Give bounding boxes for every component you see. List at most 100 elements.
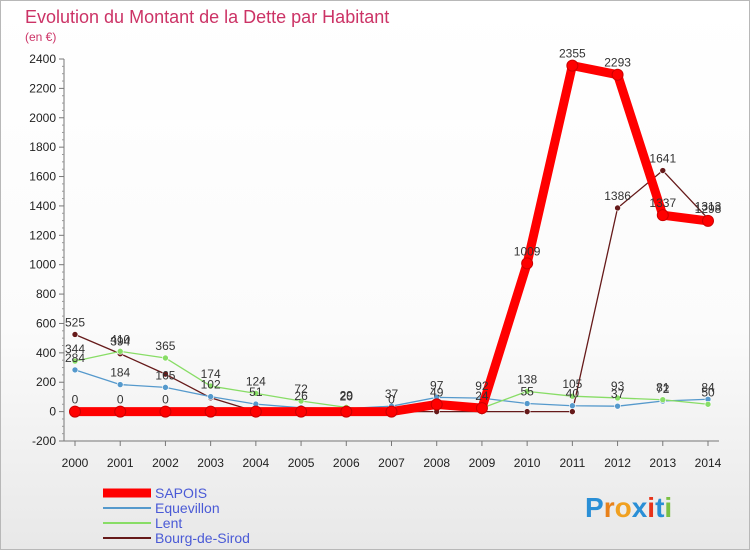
data-point: [162, 370, 169, 378]
data-point: [614, 402, 621, 410]
y-tick-label: 1600: [29, 170, 56, 184]
x-tick-label: 2001: [107, 456, 134, 470]
data-label: 40: [566, 387, 580, 401]
y-tick-label: 1800: [29, 140, 56, 154]
logo-letter: r: [604, 492, 615, 523]
data-point: [295, 405, 308, 418]
x-tick-label: 2002: [152, 456, 179, 470]
data-label: 37: [385, 387, 399, 401]
x-tick-label: 2008: [423, 456, 450, 470]
data-point: [252, 390, 260, 397]
logo-letter: P: [585, 492, 604, 523]
data-point: [475, 402, 488, 415]
data-point: [659, 167, 667, 174]
x-tick-label: 2003: [197, 456, 224, 470]
data-point: [659, 396, 667, 404]
data-label: 174: [201, 367, 221, 381]
series-line-sapois: [70, 61, 713, 417]
x-tick-label: 2006: [333, 456, 360, 470]
y-tick-label: 2400: [29, 52, 56, 66]
data-label: 51: [249, 385, 263, 399]
data-label: 2355: [559, 47, 586, 61]
data-point: [523, 400, 531, 407]
proxiti-logo: Proxiti: [585, 492, 672, 523]
data-label: 26: [294, 389, 308, 403]
data-point: [162, 384, 169, 391]
logo-letter: i: [664, 492, 672, 523]
y-tick-label: 2000: [29, 111, 56, 125]
data-label: 50: [701, 385, 715, 399]
data-label: 105: [562, 377, 582, 391]
data-point: [611, 68, 624, 81]
logo-letter: x: [632, 492, 648, 523]
data-point: [430, 398, 443, 411]
data-point: [69, 405, 81, 418]
data-point: [656, 209, 669, 222]
data-label: 1641: [649, 152, 676, 166]
data-point: [340, 405, 353, 418]
logo-letter: o: [615, 492, 632, 523]
data-label: 165: [155, 368, 175, 382]
data-point: [523, 388, 531, 395]
series-lines: [69, 59, 714, 418]
data-point: [71, 357, 79, 365]
x-tick-label: 2010: [514, 456, 541, 470]
y-tick-label: 0: [49, 405, 56, 419]
data-label: 49: [430, 385, 444, 399]
legend-label: Lent: [155, 515, 182, 531]
legend-label: Bourg-de-Sirod: [155, 530, 250, 546]
chart-subtitle: (en €): [25, 30, 56, 44]
data-point: [614, 204, 621, 212]
data-label: 184: [110, 366, 130, 380]
data-label: 124: [246, 374, 266, 388]
data-label: 0: [117, 393, 124, 407]
data-label: 20: [340, 390, 354, 404]
y-tick-label: 600: [36, 316, 56, 330]
data-labels: 0 0 0 1009 2355 2293 1337 1298 284 184 165 102 51 26 2…: [65, 47, 722, 407]
chart-title: Evolution du Montant de la Dette par Hab…: [25, 7, 389, 27]
data-label: 0: [162, 393, 169, 407]
logo-letter: i: [647, 492, 655, 523]
data-point: [204, 405, 217, 418]
data-label: 394: [110, 335, 130, 349]
data-label: 29: [340, 388, 354, 402]
x-tick-label: 2011: [559, 456, 585, 470]
data-label: 1337: [649, 196, 676, 210]
x-tick-label: 2013: [649, 456, 676, 470]
data-point: [566, 59, 579, 72]
data-label: 1313: [695, 200, 722, 214]
data-label: 344: [65, 342, 85, 356]
data-point: [71, 366, 79, 374]
legend-label: SAPOIS: [155, 485, 207, 501]
x-tick-label: 2009: [469, 456, 496, 470]
data-point: [704, 400, 712, 408]
data-point: [207, 382, 214, 390]
data-point: [523, 408, 531, 415]
data-point: [569, 392, 576, 400]
x-tick-label: 2012: [604, 456, 631, 470]
data-label: 365: [155, 339, 175, 353]
data-point: [159, 405, 172, 418]
data-label: 138: [517, 372, 537, 386]
data-label: 72: [294, 382, 308, 396]
x-tick-label: 2000: [62, 456, 89, 470]
y-tick-label: 1400: [29, 199, 56, 213]
data-label: 84: [701, 380, 715, 394]
data-label: 410: [110, 332, 130, 346]
data-label: 1009: [514, 244, 541, 258]
data-point: [116, 348, 124, 355]
data-label: 81: [656, 381, 670, 395]
data-label: 284: [65, 351, 85, 365]
y-tick-label: 1000: [29, 258, 56, 272]
data-label: 1386: [604, 189, 631, 203]
data-point: [207, 393, 214, 400]
data-point: [297, 397, 305, 405]
y-tick-label: 200: [36, 375, 56, 389]
x-tick-label: 2014: [695, 456, 722, 470]
data-point: [521, 257, 534, 270]
data-label: 97: [430, 378, 444, 392]
data-point: [569, 408, 576, 415]
legend-label: Equevillon: [155, 500, 220, 516]
